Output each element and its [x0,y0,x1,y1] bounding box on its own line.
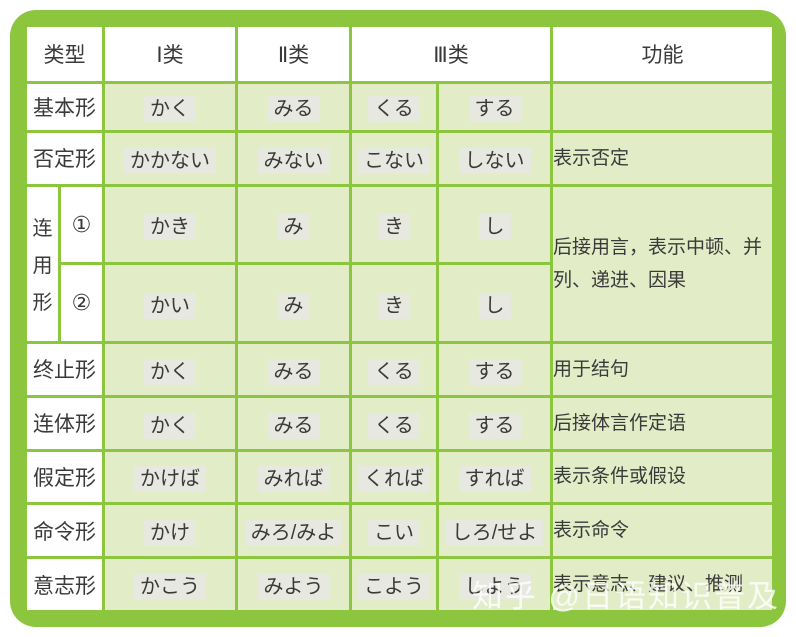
cell-renyokei1-class3a: き [349,183,439,266]
cell-rentai-class2: みる [235,394,352,452]
row-label-basic: 基本形 [24,81,105,133]
header-type: 类型 [24,24,105,84]
row-rentai: 连体形 かく みる くる する 后接体言作定语 [24,394,776,452]
row-negative: 否定形 かかない みない こない しない 表示否定 [24,129,776,187]
row-label-negative: 否定形 [24,129,105,187]
cell-basic-function [550,81,776,133]
header-function: 功能 [550,24,776,84]
cell-negative-class2: みない [235,129,352,187]
cell-ishi-class3b: しよう [435,556,554,613]
cell-meirei-class3a: こい [349,502,439,560]
cell-negative-class3b: しない [435,129,554,187]
cell-meirei-class1: かけ [102,502,238,560]
row-label-ishi: 意志形 [24,556,105,613]
row-renyokei-2: ② かい み き し [26,262,774,345]
row-basic: 基本形 かく みる くる する [24,81,776,133]
cell-shushi-function: 用于结句 [550,341,776,398]
row-label-renyokei: 连 用 形 [24,183,61,345]
cell-renyokei1-class2: み [235,183,352,266]
header-class2: Ⅱ类 [235,24,352,84]
zhihu-watermark: 知乎 @日语知识普及 [471,579,780,614]
row-label-katei: 假定形 [24,448,105,506]
cell-negative-class1: かかない [102,129,238,187]
cell-ishi-function: 表示意志、建议、推测 [550,556,776,613]
cell-renyokei-function: 后接用言，表示中顿、并列、递进、因果 [550,183,776,345]
row-meirei: 命令形 かけ みろ/みよ こい しろ/せよ 表示命令 [24,502,776,560]
verb-conjugation-table: 类型 Ⅰ类 Ⅱ类 Ⅲ类 功能 基本形 かく みる くる する 否定形 かかない … [24,24,776,613]
cell-meirei-class3b: しろ/せよ [435,502,554,560]
row-label-rentai: 连体形 [24,394,105,452]
cell-ishi-class3a: こよう [349,556,439,613]
cell-renyokei2-class1: かい [102,262,238,345]
cell-basic-class2: みる [235,81,352,133]
cell-renyokei1-class1: かき [102,183,238,266]
cell-ishi-class1: かこう [102,556,238,613]
cell-negative-class3a: こない [349,129,439,187]
cell-katei-class3b: すれば [435,448,554,506]
cell-shushi-class1: かく [102,341,238,398]
cell-katei-class1: かけば [102,448,238,506]
cell-negative-function: 表示否定 [550,129,776,187]
cell-katei-class2: みれば [235,448,352,506]
cell-shushi-class2: みる [235,341,352,398]
cell-renyokei2-class2: み [235,262,352,345]
cell-renyokei2-class3a: き [349,262,439,345]
renyokei-sub1-badge: ① [58,183,105,266]
cell-basic-class1: かく [102,81,238,133]
cell-shushi-class3a: くる [349,341,439,398]
cell-rentai-function: 后接体言作定语 [550,394,776,452]
cell-basic-class3b: する [435,81,554,133]
renyokei-vertical-label: 连 用 形 [32,218,53,315]
row-ishi: 意志形 かこう みよう こよう しよう 表示意志、建议、推测 [24,556,776,613]
cell-renyokei1-class3b: し [435,183,554,266]
cell-shushi-class3b: する [435,341,554,398]
header-class3: Ⅲ类 [348,24,554,84]
cell-katei-function: 表示条件或假设 [550,448,776,506]
table-frame: 类型 Ⅰ类 Ⅱ类 Ⅲ类 功能 基本形 かく みる くる する 否定形 かかない … [10,10,786,627]
header-class1: Ⅰ类 [102,24,238,84]
cell-meirei-class2: みろ/みよ [235,502,352,560]
renyokei-sub2-badge: ② [58,262,105,345]
cell-renyokei2-class3b: し [435,262,554,345]
cell-rentai-class3a: くる [349,394,439,452]
row-label-meirei: 命令形 [24,502,105,560]
cell-rentai-class3b: する [435,394,554,452]
row-shushi: 终止形 かく みる くる する 用于结句 [24,341,776,398]
header-row: 类型 Ⅰ类 Ⅱ类 Ⅲ类 功能 [24,24,776,84]
cell-ishi-class2: みよう [235,556,352,613]
row-katei: 假定形 かけば みれば くれば すれば 表示条件或假设 [24,448,776,506]
cell-katei-class3a: くれば [349,448,439,506]
cell-meirei-function: 表示命令 [550,502,776,560]
row-renyokei-1: 连 用 形 ① かき み き し 后接用言，表示中顿、并列、递进、因果 [24,183,776,345]
row-label-shushi: 终止形 [24,341,105,398]
cell-basic-class3a: くる [349,81,439,133]
cell-rentai-class1: かく [102,394,238,452]
